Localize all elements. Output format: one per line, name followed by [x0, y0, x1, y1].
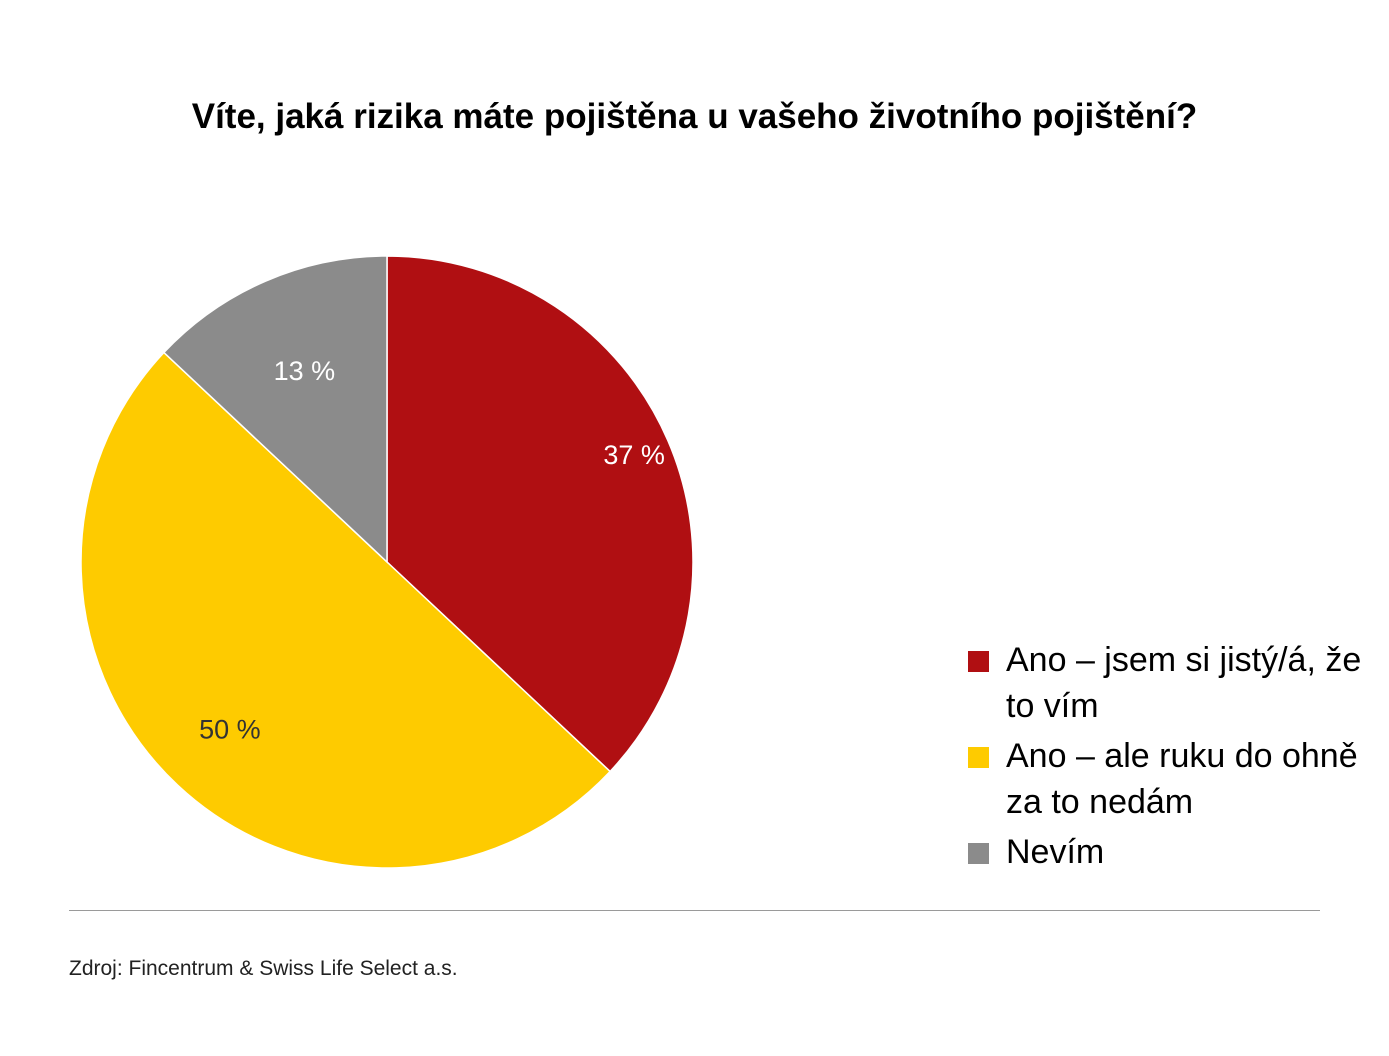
- legend-label-dont-know: Nevím: [1006, 833, 1105, 871]
- legend-item-unsure: Ano – ale ruku do ohně za to nedám: [968, 733, 1368, 825]
- legend-item-sure: Ano – jsem si jistý/á, že to vím: [968, 637, 1368, 729]
- legend-label-sure: Ano – jsem si jistý/á, že to vím: [1006, 641, 1362, 725]
- legend-item-dont-know: Nevím: [968, 829, 1368, 875]
- data-label-dont-know: 13 %: [274, 356, 336, 386]
- legend: Ano – jsem si jistý/á, že to vím Ano – a…: [968, 637, 1368, 879]
- legend-swatch-sure: [968, 651, 989, 672]
- legend-label-unsure: Ano – ale ruku do ohně za to nedám: [1006, 737, 1358, 821]
- pie-slice-dont-know: [162, 255, 388, 564]
- data-label-sure: 37 %: [603, 440, 665, 470]
- legend-swatch-dont-know: [968, 843, 989, 864]
- pie-slice-unsure: [80, 351, 612, 869]
- source-note: Zdroj: Fincentrum & Swiss Life Select a.…: [69, 957, 458, 980]
- pie-slice-sure: [386, 255, 694, 773]
- divider-line: [69, 910, 1320, 911]
- chart-title: Víte, jaká rizika máte pojištěna u vašeh…: [191, 97, 1198, 136]
- legend-swatch-unsure: [968, 747, 989, 768]
- data-label-unsure: 50 %: [199, 714, 261, 744]
